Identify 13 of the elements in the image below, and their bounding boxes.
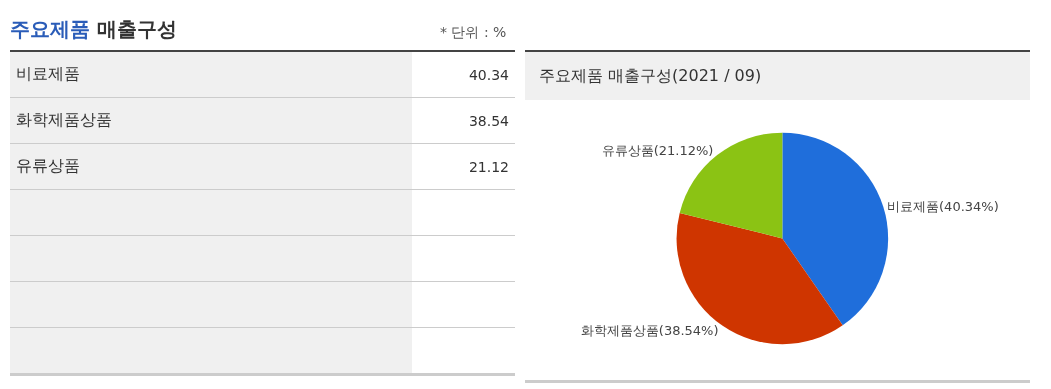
chart-title: 주요제품 매출구성(2021 / 09) — [525, 52, 1030, 100]
data-label: 21.12 — [412, 143, 515, 190]
slice-label: 유류상품(21.12%) — [601, 142, 714, 158]
pie-slice — [782, 132, 888, 326]
data-label: 38.54 — [412, 97, 515, 144]
category-label: 비료제품 — [10, 51, 412, 98]
slice-label: 비료제품(40.34%) — [887, 198, 999, 214]
category-label: 화학제품상품 — [10, 97, 412, 144]
data-label: 40.34 — [412, 51, 515, 98]
slice-label: 화학제품상품(38.54%) — [580, 323, 719, 339]
text: 주요제품 매출구성 — [10, 16, 177, 43]
category-label: 유류상품 — [10, 143, 412, 190]
text: * 단위 : % — [440, 24, 507, 42]
